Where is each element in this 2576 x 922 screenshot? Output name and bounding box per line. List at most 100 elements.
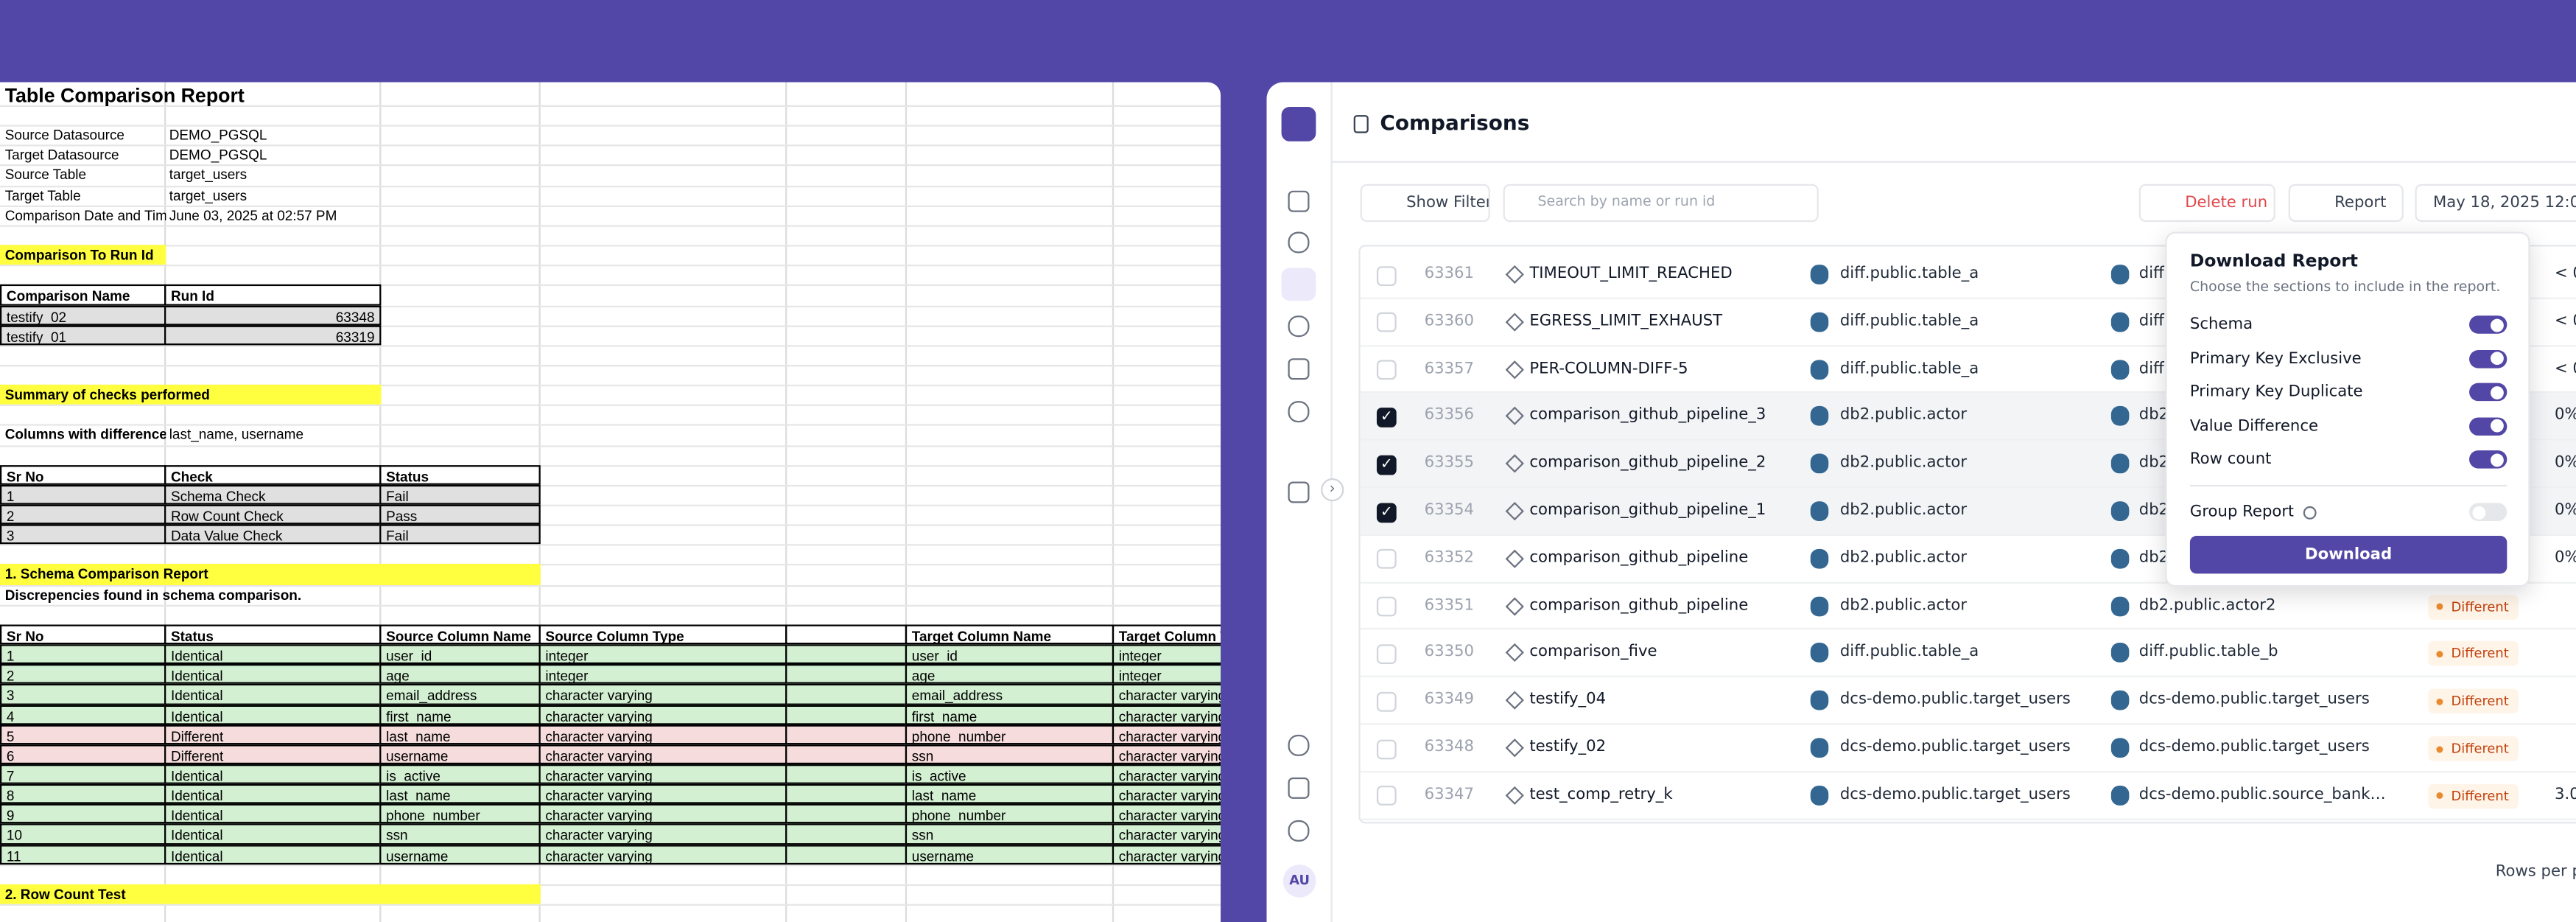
toggle[interactable] xyxy=(2469,416,2507,435)
date-picker[interactable]: May 18, 2025 12:00 AM xyxy=(2415,184,2576,223)
table-cell: integer xyxy=(1112,664,1221,685)
report-button[interactable]: Report xyxy=(2288,184,2404,223)
row-checkbox[interactable] xyxy=(1376,312,1397,333)
toggle[interactable] xyxy=(2469,349,2507,368)
comparison-name[interactable]: EGRESS_LIMIT_EXHAUST xyxy=(1529,312,1723,330)
delete-run-button[interactable]: Delete run xyxy=(2138,184,2275,223)
table-cell xyxy=(785,704,908,724)
status-badge: Different xyxy=(2428,641,2519,667)
db-icon xyxy=(1810,453,1829,474)
table-cell xyxy=(785,824,908,845)
table-cell: 3 xyxy=(0,524,166,545)
comparison-name[interactable]: test_comp_retry_k xyxy=(1529,785,1673,804)
table-cell: Fail xyxy=(379,484,541,505)
download-button[interactable]: Download xyxy=(2189,536,2507,574)
toggle[interactable] xyxy=(2469,383,2507,402)
grid-row xyxy=(0,604,1221,607)
toggle[interactable] xyxy=(2469,503,2507,521)
avatar[interactable]: AU xyxy=(1282,865,1316,898)
comparison-name[interactable]: PER-COLUMN-DIFF-5 xyxy=(1529,359,1688,378)
comparison-name[interactable]: comparison_github_pipeline xyxy=(1529,596,1749,615)
extra-value: 0% xyxy=(2555,406,2576,425)
table-cell: first_name xyxy=(905,704,1115,724)
run-id: 63350 xyxy=(1424,643,1475,662)
db-icon xyxy=(2110,501,2130,521)
table-cell: user_id xyxy=(905,644,1115,665)
nav-icon[interactable] xyxy=(1288,734,1310,756)
comparison-name[interactable]: comparison_github_pipeline_2 xyxy=(1529,453,1766,472)
nav-icon[interactable] xyxy=(1288,315,1310,338)
db-icon xyxy=(1810,785,1829,806)
table-row[interactable] xyxy=(1360,772,2576,820)
table-frame xyxy=(1358,245,2576,823)
comparison-name[interactable]: comparison_five xyxy=(1529,643,1657,662)
grid-row xyxy=(0,544,1221,547)
table-row[interactable] xyxy=(1360,677,2576,725)
table-row[interactable] xyxy=(1360,536,2576,583)
source-table: diff.public.table_a xyxy=(1839,643,1979,662)
table-cell: character varying xyxy=(538,764,787,785)
status-badge: Different xyxy=(2428,688,2519,714)
table-row[interactable] xyxy=(1360,346,2576,394)
table-cell: Identical xyxy=(164,804,382,825)
table-header: Target Column Type xyxy=(1112,624,1221,645)
nav-icon[interactable] xyxy=(1288,231,1310,254)
table-cell: ssn xyxy=(905,824,1115,845)
comparison-name[interactable]: comparison_github_pipeline_3 xyxy=(1529,406,1766,425)
nav-icon[interactable] xyxy=(1288,777,1310,799)
grid-row xyxy=(0,524,1221,526)
toggle[interactable] xyxy=(2469,315,2507,334)
db-icon xyxy=(2110,785,2130,806)
grid-row xyxy=(0,464,1221,467)
row-checkbox[interactable] xyxy=(1376,549,1397,570)
popup-divider xyxy=(2189,484,2507,487)
status-badge: Different xyxy=(2428,594,2519,619)
comparison-name[interactable]: testify_04 xyxy=(1529,691,1607,709)
nav-icon[interactable] xyxy=(1288,401,1310,423)
comparison-name[interactable]: comparison_github_pipeline xyxy=(1529,548,1749,567)
table-cell: email_address xyxy=(905,684,1115,705)
table-row[interactable] xyxy=(1360,251,2576,299)
row-checkbox[interactable]: ✓ xyxy=(1376,502,1397,523)
table-row[interactable] xyxy=(1360,630,2576,678)
row-checkbox[interactable] xyxy=(1376,265,1397,285)
row-checkbox[interactable] xyxy=(1376,360,1397,380)
table-header: Sr No xyxy=(0,624,166,645)
show-filters-button[interactable]: Show Filters xyxy=(1360,184,1490,223)
table-row[interactable] xyxy=(1360,298,2576,346)
toggle[interactable] xyxy=(2469,450,2507,469)
nav-icon[interactable] xyxy=(1288,820,1310,842)
table-row[interactable] xyxy=(1360,725,2576,772)
row-checkbox[interactable]: ✓ xyxy=(1376,407,1397,427)
table-cell: last_name xyxy=(379,784,541,805)
nav-active xyxy=(1281,268,1316,301)
nav-icon[interactable] xyxy=(1288,190,1310,212)
comparison-name[interactable]: TIMEOUT_LIMIT_REACHED xyxy=(1529,265,1733,283)
grid-row xyxy=(0,864,1221,866)
run-id: 63352 xyxy=(1424,548,1475,567)
db-icon xyxy=(1810,501,1829,521)
grid-row xyxy=(0,564,1221,567)
run-id: 63355 xyxy=(1424,453,1475,472)
table-cell xyxy=(785,684,908,705)
comparison-name[interactable]: testify_02 xyxy=(1529,738,1607,756)
nav-icon[interactable] xyxy=(1288,358,1310,380)
row-checkbox[interactable] xyxy=(1376,644,1397,664)
row-checkbox[interactable] xyxy=(1376,596,1397,617)
table-cell: username xyxy=(379,744,541,765)
row-checkbox[interactable] xyxy=(1376,691,1397,711)
search-box[interactable]: Search by name or run id xyxy=(1503,184,1819,223)
collapse-toggle[interactable]: › xyxy=(1321,478,1344,502)
target-table: db2 xyxy=(2138,501,2169,520)
table-row[interactable] xyxy=(1360,583,2576,631)
row-checkbox[interactable] xyxy=(1376,738,1397,759)
row-checkbox[interactable]: ✓ xyxy=(1376,455,1397,475)
table-cell: 2 xyxy=(0,664,166,685)
grid-row xyxy=(0,884,1221,886)
logo[interactable] xyxy=(1281,106,1316,142)
table-cell: email_address xyxy=(379,684,541,705)
row-checkbox[interactable] xyxy=(1376,786,1397,806)
nav-icon[interactable] xyxy=(1288,481,1310,503)
comparison-name[interactable]: comparison_github_pipeline_1 xyxy=(1529,501,1766,520)
